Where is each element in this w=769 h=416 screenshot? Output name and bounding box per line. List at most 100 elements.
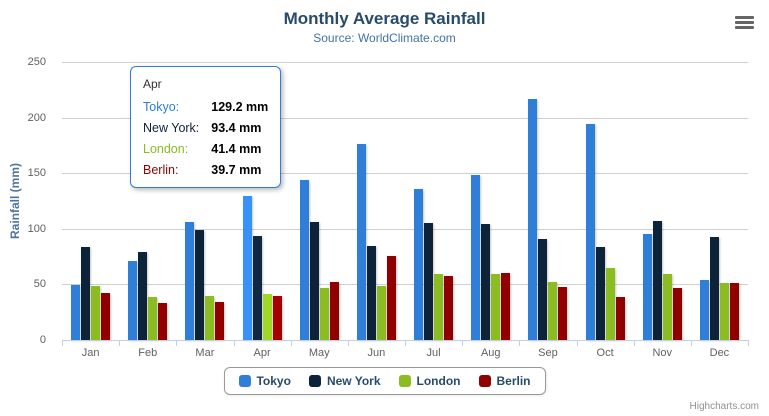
bar-group-mar xyxy=(176,62,233,340)
bar-group-feb xyxy=(119,62,176,340)
x-axis-tick xyxy=(119,341,121,346)
tooltip-series-name: Berlin: xyxy=(143,163,179,177)
y-axis-label: 0 xyxy=(39,334,46,346)
bar-berlin-jun[interactable] xyxy=(386,256,396,340)
bar-tokyo-sep[interactable] xyxy=(528,99,538,340)
legend-item-tokyo[interactable]: Tokyo xyxy=(238,374,291,388)
bar-berlin-aug[interactable] xyxy=(501,272,511,340)
bar-berlin-oct[interactable] xyxy=(615,296,625,340)
bar-berlin-sep[interactable] xyxy=(558,287,568,340)
bar-london-jun[interactable] xyxy=(376,286,386,340)
bar-berlin-may[interactable] xyxy=(329,281,339,340)
bar-berlin-mar[interactable] xyxy=(215,301,225,340)
bar-tokyo-oct[interactable] xyxy=(585,124,595,340)
bar-group-jul xyxy=(405,62,462,340)
legend-label: Berlin xyxy=(496,374,531,388)
x-axis-label: Jan xyxy=(81,347,100,359)
bar-new-york-sep[interactable] xyxy=(538,238,548,340)
bar-london-oct[interactable] xyxy=(605,267,615,340)
bar-new-york-mar[interactable] xyxy=(195,230,205,340)
bar-berlin-jan[interactable] xyxy=(101,292,111,340)
bar-berlin-apr[interactable] xyxy=(272,295,282,340)
gridline xyxy=(62,117,748,119)
credits-link[interactable]: Highcharts.com xyxy=(689,401,759,412)
bar-london-mar[interactable] xyxy=(205,296,215,340)
bar-london-jul[interactable] xyxy=(434,274,444,340)
x-axis-label: Jul xyxy=(426,347,441,359)
x-axis-tick xyxy=(576,341,578,346)
y-axis-label: 150 xyxy=(27,167,46,180)
legend-item-berlin[interactable]: Berlin xyxy=(478,374,531,388)
gridline xyxy=(62,228,748,230)
x-axis-label: Aug xyxy=(480,347,501,359)
bar-tokyo-may[interactable] xyxy=(299,179,309,340)
bar-tokyo-apr[interactable] xyxy=(242,196,252,340)
x-axis-tick xyxy=(633,341,635,346)
bar-london-jan[interactable] xyxy=(91,285,101,340)
tooltip-header: Apr xyxy=(143,77,162,91)
bar-new-york-feb[interactable] xyxy=(138,252,148,340)
bar-new-york-jan[interactable] xyxy=(81,247,91,340)
x-axis-label: Apr xyxy=(253,347,271,359)
bar-london-apr[interactable] xyxy=(262,293,272,340)
tooltip-series-value: 39.7 mm xyxy=(211,163,262,177)
bar-tokyo-aug[interactable] xyxy=(471,174,481,340)
export-menu-icon[interactable] xyxy=(735,16,754,29)
bar-tokyo-jan[interactable] xyxy=(71,284,81,340)
bar-tokyo-mar[interactable] xyxy=(185,221,195,340)
bar-tokyo-nov[interactable] xyxy=(642,233,652,340)
bar-tokyo-dec[interactable] xyxy=(699,279,709,340)
bar-tokyo-jun[interactable] xyxy=(356,144,366,340)
bar-new-york-oct[interactable] xyxy=(595,247,605,340)
bar-berlin-feb[interactable] xyxy=(158,303,168,340)
plot-area xyxy=(62,62,748,341)
bar-group-jun xyxy=(348,62,405,340)
bar-london-sep[interactable] xyxy=(548,281,558,340)
bar-new-york-aug[interactable] xyxy=(481,224,491,340)
bar-london-aug[interactable] xyxy=(491,273,501,340)
x-axis-tick xyxy=(405,341,406,346)
tooltip-series-name: Tokyo: xyxy=(143,100,180,114)
bar-london-feb[interactable] xyxy=(148,296,158,340)
tooltip-series-value: 129.2 mm xyxy=(211,100,269,114)
x-axis-tick xyxy=(347,341,349,346)
y-axis-label: 100 xyxy=(27,222,46,235)
bar-new-york-dec[interactable] xyxy=(709,237,719,340)
bar-new-york-nov[interactable] xyxy=(652,221,662,340)
x-axis-label: Feb xyxy=(138,347,158,359)
bar-berlin-jul[interactable] xyxy=(444,276,454,340)
legend-item-london[interactable]: London xyxy=(398,374,461,388)
y-axis-label: 50 xyxy=(33,278,46,291)
x-axis-label: Jun xyxy=(367,347,386,359)
x-axis-label: Oct xyxy=(596,347,614,359)
x-axis-tick xyxy=(519,341,521,346)
x-axis-tick xyxy=(233,341,235,346)
legend-label: Tokyo xyxy=(256,374,291,388)
gridline xyxy=(62,173,748,175)
bar-berlin-nov[interactable] xyxy=(672,287,682,340)
bar-new-york-jun[interactable] xyxy=(366,246,376,340)
bar-new-york-apr[interactable] xyxy=(252,236,262,340)
bar-tokyo-jul[interactable] xyxy=(414,189,424,340)
bar-london-may[interactable] xyxy=(319,287,329,340)
bar-london-nov[interactable] xyxy=(662,274,672,340)
bar-new-york-may[interactable] xyxy=(309,222,319,340)
x-axis-label: May xyxy=(308,347,330,359)
legend-item-new-york[interactable]: New York xyxy=(308,374,381,388)
tooltip-series-name: London: xyxy=(143,142,189,156)
burger-line xyxy=(735,26,754,29)
bar-london-dec[interactable] xyxy=(719,283,729,340)
legend-symbol xyxy=(478,375,491,387)
bar-group-jan xyxy=(62,62,119,340)
bar-group-apr xyxy=(234,62,291,340)
legend: Tokyo New York London Berlin xyxy=(223,367,546,395)
bar-new-york-jul[interactable] xyxy=(424,223,434,340)
legend-symbol xyxy=(238,375,251,387)
bar-berlin-dec[interactable] xyxy=(729,283,739,340)
x-axis-label: Sep xyxy=(538,347,558,359)
x-axis-ticks xyxy=(62,341,749,347)
x-axis-tick xyxy=(62,341,63,346)
chart-title: Monthly Average Rainfall xyxy=(283,9,486,28)
x-axis-label: Nov xyxy=(652,347,673,359)
bar-tokyo-feb[interactable] xyxy=(128,260,138,340)
